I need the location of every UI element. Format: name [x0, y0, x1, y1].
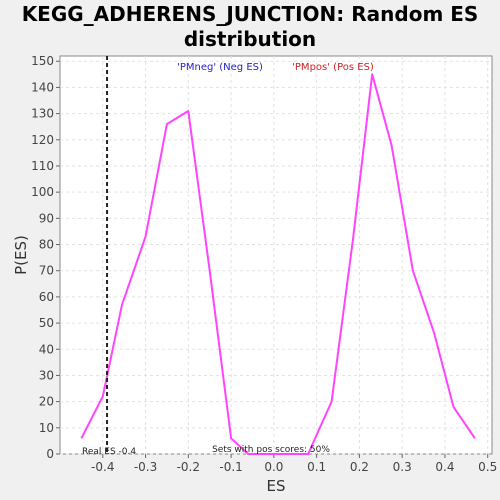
es-distribution-line — [80, 73, 476, 455]
legend-neg-label: 'PMneg' (Neg ES) — [177, 62, 263, 73]
x-tick-label: 0.0 — [264, 460, 283, 474]
y-tick-label: 40 — [39, 342, 54, 356]
x-tick-label: -0.2 — [177, 460, 200, 474]
x-tick-label: 0.3 — [393, 460, 412, 474]
y-tick-label: 120 — [31, 133, 54, 147]
series-layer — [80, 56, 476, 455]
y-tick-label: 70 — [39, 264, 54, 278]
y-tick-label: 30 — [39, 368, 54, 382]
x-axis-title: ES — [267, 477, 286, 495]
y-tick-label: 50 — [39, 316, 54, 330]
plot-area — [59, 55, 493, 455]
axes: 0 10 20 30 40 50 60 70 80 90 100 110 120 130 140 150 -0.… — [31, 54, 497, 474]
pos-scores-annotation: Sets with pos scores: 50% — [212, 445, 330, 455]
y-tick-label: 110 — [31, 159, 54, 173]
y-tick-label: 0 — [46, 447, 54, 461]
x-tick-label: -0.4 — [91, 460, 114, 474]
x-tick-label: 0.1 — [307, 460, 326, 474]
x-tick-label: 0.4 — [435, 460, 454, 474]
y-tick-label: 100 — [31, 185, 54, 199]
y-tick-label: 80 — [39, 238, 54, 252]
chart-title-line1: KEGG_ADHERENS_JUNCTION: Random ES — [22, 2, 479, 26]
y-axis-title: P(ES) — [12, 235, 30, 275]
y-tick-label: 90 — [39, 211, 54, 225]
chart-title-line2: distribution — [184, 27, 316, 51]
y-tick-label: 150 — [31, 54, 54, 68]
x-tick-label: -0.3 — [134, 460, 157, 474]
y-tick-label: 20 — [39, 395, 54, 409]
legend-pos-label: 'PMpos' (Pos ES) — [292, 62, 374, 73]
grid — [60, 56, 492, 455]
y-tick-label: 60 — [39, 290, 54, 304]
y-tick-label: 10 — [39, 421, 54, 435]
real-es-label: Real ES -0.4 — [82, 447, 136, 457]
y-tick-label: 130 — [31, 107, 54, 121]
x-tick-label: 0.5 — [478, 460, 497, 474]
y-tick-label: 140 — [31, 80, 54, 94]
x-tick-label: 0.2 — [350, 460, 369, 474]
x-tick-label: -0.1 — [219, 460, 242, 474]
